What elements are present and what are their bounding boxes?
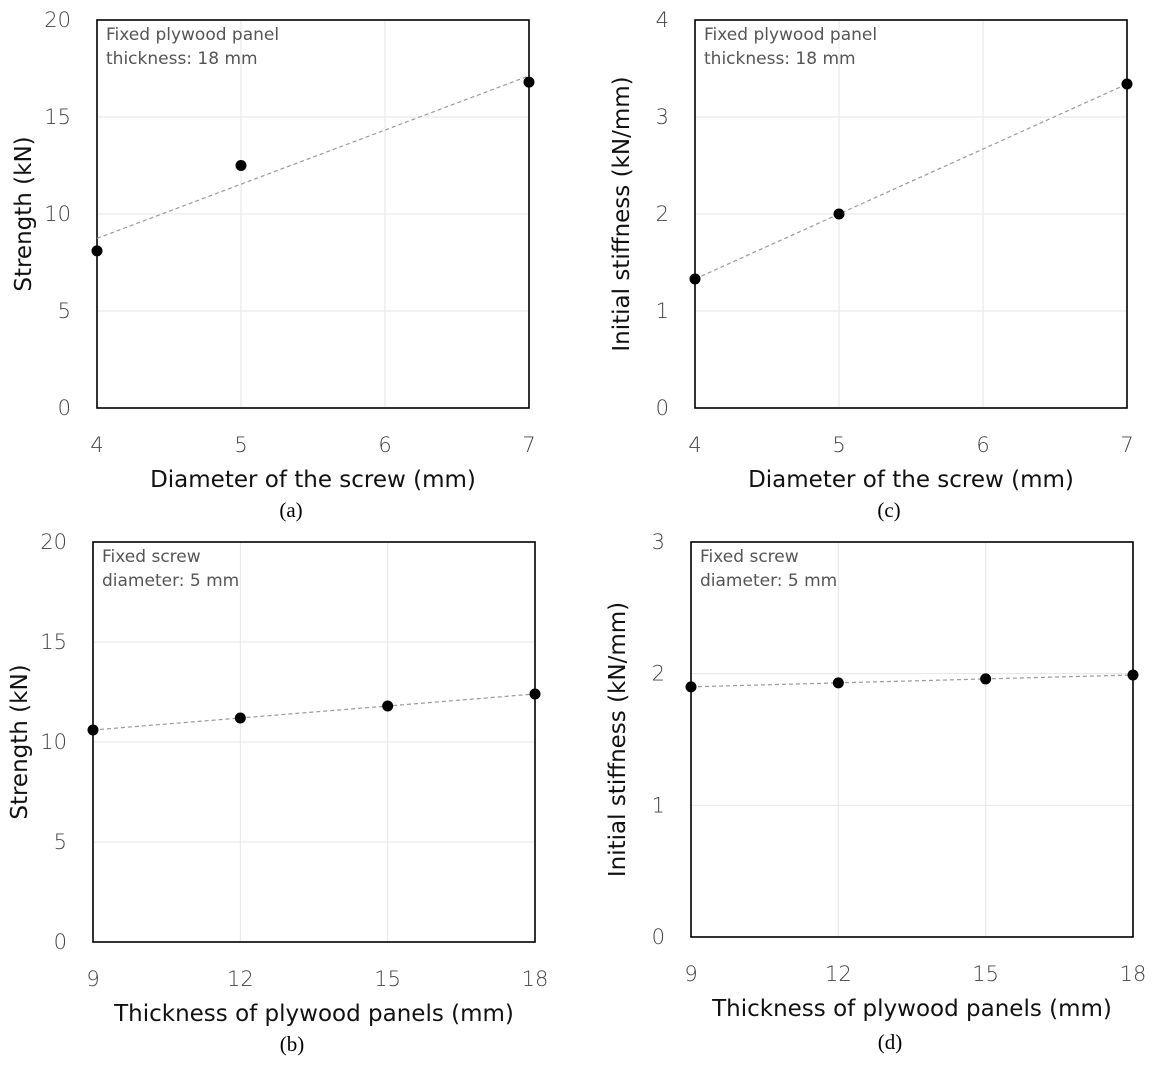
data-point — [980, 673, 992, 685]
panel-caption: (c) — [877, 498, 900, 522]
y-axis-label: Strength (kN) — [7, 664, 33, 819]
data-point — [91, 245, 103, 257]
y-axis-label: Initial stiffness (kN/mm) — [609, 76, 635, 351]
y-tick-label: 20 — [40, 530, 67, 554]
y-tick-label: 5 — [54, 830, 67, 854]
y-tick-label: 20 — [44, 8, 71, 32]
annotation-line: diameter: 5 mm — [102, 571, 239, 591]
plot-frame — [92, 541, 536, 943]
annotation-line: Fixed screw — [700, 547, 799, 567]
data-point — [832, 677, 844, 689]
y-tick-label: 0 — [54, 930, 67, 954]
data-point — [235, 160, 247, 171]
data-point — [382, 700, 394, 712]
plot-frame — [694, 19, 1128, 409]
x-tick-label: 4 — [688, 433, 701, 457]
annotation-line: thickness: 18 mm — [704, 49, 856, 69]
x-tick-label: 5 — [234, 433, 247, 457]
data-point — [1121, 78, 1133, 90]
x-axis-label: Diameter of the screw (mm) — [748, 467, 1074, 493]
y-tick-label: 10 — [44, 202, 71, 226]
x-tick-label: 9 — [684, 962, 697, 986]
plot-frame — [690, 541, 1134, 938]
plot-frame — [96, 19, 530, 409]
trendline — [92, 693, 536, 731]
y-tick-label: 1 — [656, 299, 669, 323]
chart-panel-a: 0 5 10 15 20 4 5 6 7 Diameter of the screw (mm) St… — [11, 8, 536, 522]
data-point — [689, 273, 701, 285]
y-tick-label: 3 — [656, 105, 669, 129]
x-tick-label: 18 — [1120, 962, 1147, 986]
panel-caption: (b) — [280, 1032, 305, 1056]
annotation-line: diameter: 5 mm — [700, 571, 837, 591]
x-tick-label: 5 — [832, 433, 845, 457]
y-tick-label: 5 — [58, 299, 71, 323]
x-tick-label: 6 — [378, 433, 391, 457]
x-tick-label: 6 — [976, 433, 989, 457]
y-tick-label: 2 — [652, 662, 665, 686]
x-tick-label: 4 — [90, 433, 103, 457]
y-tick-label: 10 — [40, 730, 67, 754]
annotation-line: Fixed plywood panel — [106, 25, 279, 45]
data-point — [685, 681, 697, 693]
x-tick-label: 15 — [374, 967, 401, 991]
annotation-line: Fixed plywood panel — [704, 25, 877, 45]
y-tick-label: 3 — [652, 530, 665, 554]
x-tick-label: 12 — [227, 967, 254, 991]
chart-panel-b: 0 5 10 15 20 9 12 15 18 Thickness of plywood pane… — [7, 530, 548, 1056]
chart-panel-c: 0 1 2 3 4 4 5 6 7 Diameter of the screw (mm) Initi… — [609, 8, 1134, 522]
y-axis-label: Strength (kN) — [11, 136, 37, 291]
x-axis-label: Diameter of the screw (mm) — [150, 467, 476, 493]
x-tick-label: 18 — [522, 967, 549, 991]
data-point — [87, 724, 99, 736]
x-tick-label: 7 — [522, 433, 535, 457]
y-tick-label: 0 — [652, 925, 665, 949]
panel-caption: (a) — [279, 498, 302, 522]
x-axis-label: Thickness of plywood panels (mm) — [113, 1001, 514, 1027]
y-axis-label: Initial stiffness (kN/mm) — [605, 602, 631, 877]
data-point — [523, 76, 535, 88]
y-tick-label: 4 — [656, 8, 669, 32]
panel-caption: (d) — [878, 1030, 903, 1054]
annotation-line: thickness: 18 mm — [106, 49, 258, 69]
y-tick-label: 2 — [656, 202, 669, 226]
x-axis-label: Thickness of plywood panels (mm) — [711, 996, 1112, 1022]
y-tick-label: 15 — [40, 630, 67, 654]
x-tick-label: 15 — [972, 962, 999, 986]
trendline — [690, 674, 1134, 688]
data-point — [1127, 669, 1139, 681]
data-point — [234, 712, 246, 724]
data-point — [529, 688, 541, 700]
x-tick-label: 7 — [1120, 433, 1133, 457]
y-tick-label: 0 — [656, 396, 669, 420]
trendline — [694, 83, 1128, 280]
y-tick-label: 0 — [58, 396, 71, 420]
data-point — [833, 208, 845, 220]
annotation-line: Fixed screw — [102, 547, 201, 567]
x-tick-label: 12 — [825, 962, 852, 986]
y-tick-label: 1 — [652, 793, 665, 817]
x-tick-label: 9 — [86, 967, 99, 991]
y-tick-label: 15 — [44, 105, 71, 129]
